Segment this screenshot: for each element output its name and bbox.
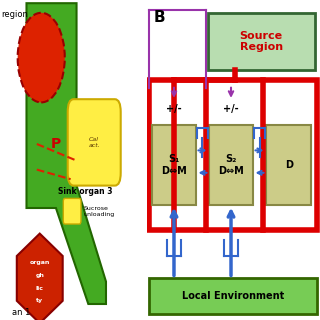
Text: B: B <box>154 10 166 25</box>
FancyBboxPatch shape <box>267 125 311 205</box>
Text: P: P <box>51 137 61 151</box>
FancyBboxPatch shape <box>152 125 196 205</box>
Text: an 1: an 1 <box>12 308 30 317</box>
Text: Cal
act.: Cal act. <box>88 137 100 148</box>
Text: +/-: +/- <box>166 104 182 114</box>
FancyBboxPatch shape <box>63 198 81 224</box>
Text: D: D <box>285 160 293 170</box>
Text: Source
Region: Source Region <box>240 31 283 52</box>
FancyBboxPatch shape <box>149 80 316 230</box>
Text: organ: organ <box>29 260 50 265</box>
Text: region: region <box>2 10 28 19</box>
Polygon shape <box>27 3 106 304</box>
FancyBboxPatch shape <box>68 99 121 186</box>
FancyBboxPatch shape <box>208 13 315 70</box>
Text: Local Environment: Local Environment <box>182 291 284 301</box>
Text: S₂
D⇔M: S₂ D⇔M <box>218 154 244 176</box>
FancyBboxPatch shape <box>149 278 316 314</box>
Text: Sink organ 3: Sink organ 3 <box>58 188 113 196</box>
Text: lic: lic <box>36 285 44 291</box>
Text: +/-: +/- <box>223 104 239 114</box>
FancyBboxPatch shape <box>209 125 252 205</box>
Text: S₁
D⇔M: S₁ D⇔M <box>161 154 187 176</box>
Text: ty: ty <box>36 298 43 303</box>
Polygon shape <box>17 234 63 320</box>
Text: gh: gh <box>35 273 44 278</box>
Ellipse shape <box>18 13 65 102</box>
Text: Sucrose
unloading: Sucrose unloading <box>84 206 115 217</box>
